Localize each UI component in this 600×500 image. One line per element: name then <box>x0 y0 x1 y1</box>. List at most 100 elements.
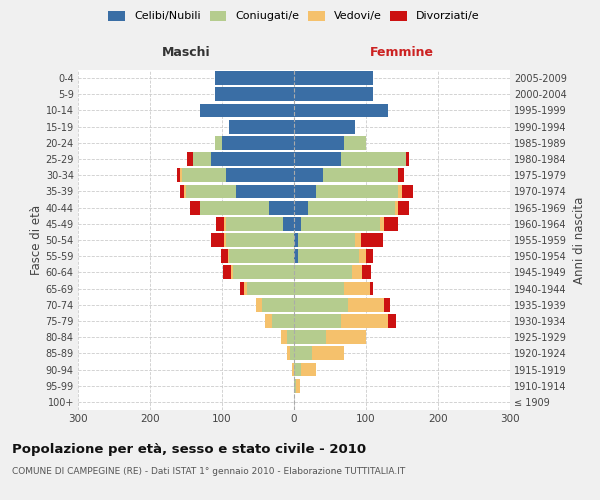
Bar <box>226 233 294 247</box>
Bar <box>398 184 402 198</box>
Bar <box>294 379 296 392</box>
Bar <box>180 184 184 198</box>
Bar <box>341 152 406 166</box>
Bar <box>294 200 308 214</box>
Bar <box>294 282 344 296</box>
Bar <box>298 250 359 263</box>
Bar <box>294 233 298 247</box>
Text: Maschi: Maschi <box>161 46 211 59</box>
Bar <box>398 200 409 214</box>
Bar <box>287 330 294 344</box>
Bar <box>287 346 290 360</box>
Text: Popolazione per età, sesso e stato civile - 2010: Popolazione per età, sesso e stato civil… <box>12 442 366 456</box>
Bar <box>294 314 341 328</box>
Bar <box>184 184 186 198</box>
Bar <box>380 217 384 230</box>
Bar <box>247 282 294 296</box>
Bar <box>283 217 294 230</box>
Bar <box>298 233 355 247</box>
Bar <box>362 266 371 280</box>
Bar <box>308 200 395 214</box>
Bar <box>244 282 247 296</box>
Bar <box>361 233 383 247</box>
Bar <box>294 88 373 101</box>
Bar <box>269 200 294 214</box>
Y-axis label: Anni di nascita: Anni di nascita <box>572 196 586 284</box>
Bar <box>180 168 182 182</box>
Bar <box>226 168 294 182</box>
Bar <box>233 266 294 280</box>
Y-axis label: Fasce di età: Fasce di età <box>29 205 43 275</box>
Bar <box>272 314 294 328</box>
Text: Femmine: Femmine <box>370 46 434 59</box>
Bar <box>344 136 366 149</box>
Text: COMUNE DI CAMPEGINE (RE) - Dati ISTAT 1° gennaio 2010 - Elaborazione TUTTITALIA.: COMUNE DI CAMPEGINE (RE) - Dati ISTAT 1°… <box>12 468 405 476</box>
Bar <box>294 266 352 280</box>
Bar <box>296 379 300 392</box>
Bar <box>190 200 200 214</box>
Bar <box>359 250 366 263</box>
Bar <box>290 346 294 360</box>
Bar <box>355 233 361 247</box>
Bar <box>236 184 294 198</box>
Bar <box>352 266 362 280</box>
Bar <box>240 282 244 296</box>
Bar <box>294 120 355 134</box>
Bar <box>292 362 294 376</box>
Bar <box>265 314 272 328</box>
Bar <box>402 184 413 198</box>
Bar <box>229 250 294 263</box>
Bar <box>301 362 316 376</box>
Bar <box>187 152 193 166</box>
Bar <box>228 250 229 263</box>
Bar <box>312 346 344 360</box>
Bar <box>281 330 287 344</box>
Bar <box>256 298 262 312</box>
Bar <box>224 233 226 247</box>
Bar <box>294 330 326 344</box>
Bar <box>316 184 398 198</box>
Bar <box>384 298 390 312</box>
Bar <box>294 217 301 230</box>
Bar <box>294 298 348 312</box>
Bar <box>294 71 373 85</box>
Bar <box>398 168 404 182</box>
Bar <box>370 282 373 296</box>
Bar <box>294 184 316 198</box>
Bar <box>344 282 370 296</box>
Bar <box>215 88 294 101</box>
Bar <box>211 152 294 166</box>
Bar <box>294 168 323 182</box>
Bar <box>395 200 398 214</box>
Bar <box>294 362 301 376</box>
Bar <box>366 250 373 263</box>
Bar <box>388 314 396 328</box>
Legend: Celibi/Nubili, Coniugati/e, Vedovi/e, Divorziati/e: Celibi/Nubili, Coniugati/e, Vedovi/e, Di… <box>109 10 479 22</box>
Bar <box>176 168 180 182</box>
Bar <box>222 136 294 149</box>
Bar <box>294 136 344 149</box>
Bar <box>211 233 224 247</box>
Bar <box>221 250 228 263</box>
Bar <box>229 120 294 134</box>
Bar <box>215 136 222 149</box>
Bar <box>323 168 398 182</box>
Bar <box>326 330 366 344</box>
Bar <box>215 71 294 85</box>
Bar <box>200 104 294 118</box>
Bar <box>200 200 269 214</box>
Bar <box>341 314 388 328</box>
Bar <box>224 217 226 230</box>
Bar <box>348 298 384 312</box>
Bar <box>294 104 388 118</box>
Bar <box>223 266 230 280</box>
Bar <box>262 298 294 312</box>
Bar <box>215 217 224 230</box>
Bar <box>294 346 312 360</box>
Bar <box>406 152 409 166</box>
Bar <box>193 152 211 166</box>
Bar <box>182 168 226 182</box>
Bar <box>384 217 398 230</box>
Bar <box>230 266 233 280</box>
Bar <box>294 152 341 166</box>
